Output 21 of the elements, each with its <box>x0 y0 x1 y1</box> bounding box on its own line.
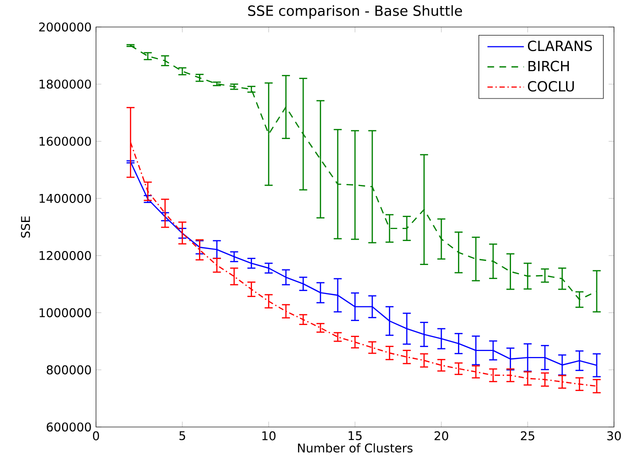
legend-label: BIRCH <box>528 60 569 72</box>
y-tick-label: 2000000 <box>39 22 91 32</box>
x-tick-label: 10 <box>262 431 276 440</box>
y-tick-label: 800000 <box>46 365 91 374</box>
x-tick-label: 5 <box>179 431 186 440</box>
y-axis-title: SSE <box>20 216 30 238</box>
x-tick-label: 25 <box>520 431 534 440</box>
chart-title: SSE comparison - Base Shuttle <box>248 5 462 19</box>
y-tick-label: 600000 <box>46 422 91 432</box>
y-tick-label: 1200000 <box>40 251 91 260</box>
x-tick-label: 30 <box>607 431 621 440</box>
x-tick-label: 15 <box>348 431 362 440</box>
legend-label: COCLU <box>528 80 574 92</box>
x-axis-title: Number of Clusters <box>298 443 413 453</box>
y-tick-label: 1400000 <box>40 194 91 203</box>
y-tick-label: 1000000 <box>40 308 91 318</box>
y-tick-label: 1800000 <box>40 80 91 89</box>
y-tick-label: 1600000 <box>40 136 91 146</box>
x-tick-label: 0 <box>92 431 100 440</box>
legend-label: CLARANS <box>528 40 592 52</box>
x-tick-label: 20 <box>434 431 448 440</box>
